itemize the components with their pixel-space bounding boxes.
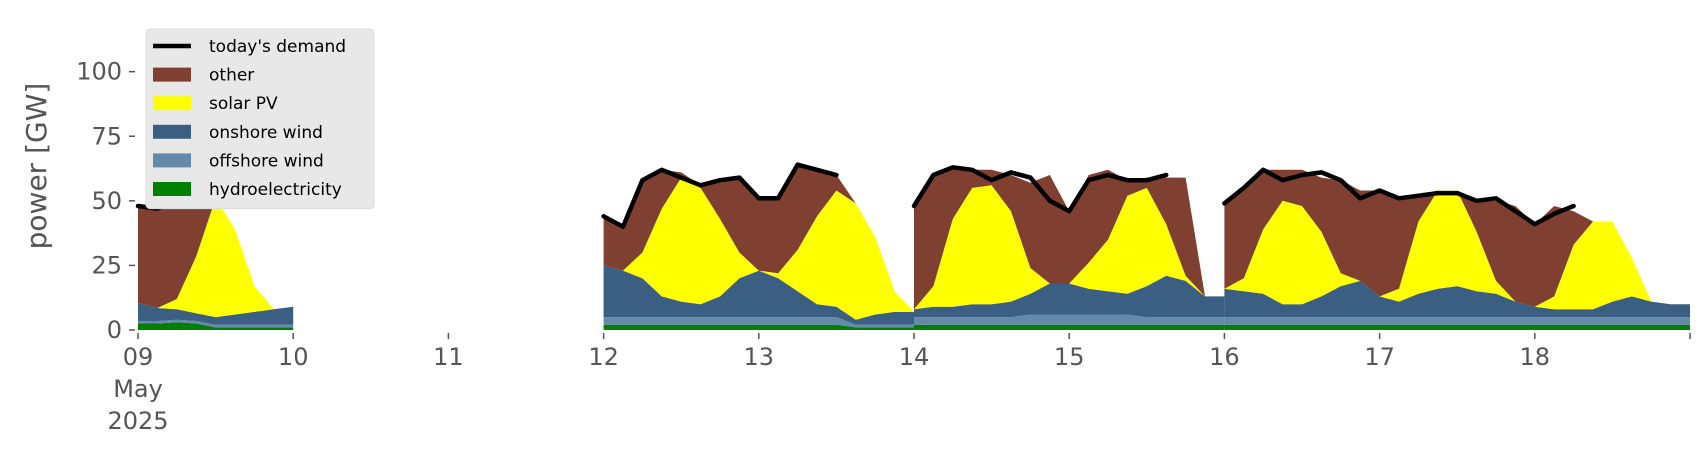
legend: today's demand other solar PV onshore wind o… — [145, 28, 375, 210]
x-tick-sublabel: 2025 — [107, 407, 168, 435]
x-tick-label: 17 — [1364, 343, 1395, 371]
x-tick-label: 12 — [588, 343, 619, 371]
hydroelectricity-area-1 — [138, 322, 294, 330]
legend-swatch-onshore-wind — [153, 124, 191, 139]
demand-line-3 — [911, 165, 1169, 214]
x-tick-label: 13 — [744, 343, 775, 371]
solar-pv-area-3 — [914, 185, 1225, 310]
legend-box — [145, 28, 375, 210]
onshore-wind-area-2 — [603, 265, 914, 325]
offshore-wind-area-3 — [914, 314, 1225, 325]
y-tick-label: 100 — [76, 58, 122, 86]
legend-label-other: other — [209, 66, 254, 86]
demand-line-4 — [1222, 167, 1576, 227]
other-area-3 — [914, 167, 1225, 310]
hydroelectricity-area-3 — [914, 324, 1225, 330]
x-tick-label: 16 — [1209, 343, 1240, 371]
onshore-wind-area-4 — [1224, 280, 1690, 318]
legend-swatch-other — [153, 67, 191, 82]
legend-label-today-s-demand: today's demand — [209, 37, 346, 57]
onshore-wind-area-1 — [138, 302, 294, 325]
y-axis: 0 25 50 75 100 — [76, 58, 135, 344]
y-tick-label: 50 — [91, 187, 122, 215]
x-tick-label: 14 — [899, 343, 930, 371]
legend-label-solar-pv: solar PV — [209, 94, 278, 114]
other-area-4 — [1224, 169, 1690, 307]
x-tick-sublabel: May — [113, 375, 163, 403]
x-tick-label: 10 — [278, 343, 309, 371]
x-tick-label: 15 — [1054, 343, 1085, 371]
x-tick-label: 11 — [433, 343, 464, 371]
x-axis: 09 May 2025 10 11 12 13 14 15 16 17 18 — [107, 333, 1691, 435]
solar-pv-area-2 — [603, 177, 914, 320]
onshore-wind-area-3 — [914, 275, 1225, 318]
legend-swatch-hydroelectricity — [153, 182, 191, 196]
other-area-2 — [603, 164, 914, 312]
legend-swatch-offshore-wind — [153, 153, 191, 168]
solar-pv-area-1 — [138, 198, 294, 318]
offshore-wind-area-2 — [603, 317, 914, 328]
y-tick-label: 75 — [91, 122, 122, 150]
solar-pv-area-4 — [1224, 190, 1690, 310]
hydroelectricity-area-4 — [1224, 324, 1690, 330]
offshore-wind-area-1 — [138, 319, 294, 328]
legend-label-hydroelectricity: hydroelectricity — [209, 180, 342, 200]
hydroelectricity-area-2 — [603, 324, 914, 330]
y-axis-title: power [GW] — [20, 83, 53, 250]
offshore-wind-area-4 — [1224, 317, 1690, 325]
demand-line-2 — [601, 162, 839, 229]
y-tick-label: 0 — [107, 316, 122, 344]
legend-label-onshore-wind: onshore wind — [209, 123, 323, 143]
x-tick-label: 18 — [1520, 343, 1551, 371]
stacked-areas — [138, 164, 1690, 330]
y-tick-label: 25 — [91, 251, 122, 279]
legend-label-offshore-wind: offshore wind — [209, 151, 324, 171]
x-tick-label: 09 — [123, 343, 154, 371]
legend-swatch-solar-pv — [153, 96, 191, 111]
